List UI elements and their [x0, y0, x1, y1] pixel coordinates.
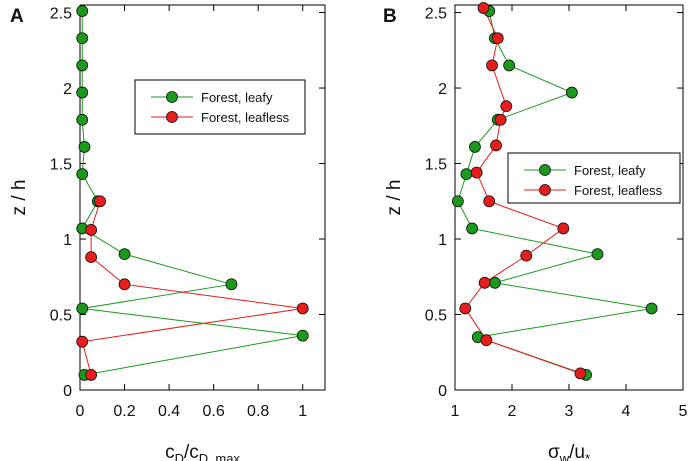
data-point [469, 141, 481, 153]
legend-label: Forest, leafy [201, 90, 273, 105]
legend-label: Forest, leafy [574, 163, 646, 178]
data-point [76, 59, 89, 72]
plot-frame [79, 4, 326, 391]
y-tick-label: 2.5 [50, 6, 72, 23]
y-tick-label: 2 [438, 81, 447, 98]
data-point [477, 2, 490, 14]
x-axis-label-part: σ [548, 442, 560, 461]
x-tick-label: 5 [679, 403, 688, 420]
x-axis-label-part: /c [184, 442, 199, 461]
legend-box [507, 152, 681, 204]
legend: Forest, leafy Forest, leafless [507, 152, 681, 204]
x-tick-label: 0.2 [113, 403, 135, 420]
y-tick-label: 0 [438, 383, 447, 400]
data-point [480, 334, 493, 347]
series-line-0 [81, 11, 303, 376]
y-tick-label: 0 [63, 383, 72, 400]
data-point [490, 139, 502, 152]
y-tick-label: 1 [63, 232, 72, 249]
data-point [85, 369, 98, 381]
series-line-0 [457, 10, 652, 376]
legend: Forest, leafy Forest, leafless [134, 79, 306, 135]
y-tick-label: 2 [63, 81, 72, 98]
y-axis-label: z / h [9, 180, 30, 216]
x-axis-label-subscript: w [559, 451, 570, 461]
x-tick-label: 0.8 [247, 403, 269, 420]
data-point [591, 248, 604, 261]
x-axis-label-subscript: D, max [199, 451, 241, 461]
y-tick-label: 0.5 [425, 308, 447, 325]
x-axis-label: cD/cD, max [165, 442, 240, 461]
panel-label: B [383, 6, 397, 27]
x-tick-label: 4 [622, 403, 631, 420]
data-point [483, 195, 496, 208]
data-point [574, 367, 587, 380]
legend-marker [166, 111, 178, 123]
series-line-1 [81, 201, 303, 376]
data-point [466, 222, 479, 235]
legend-marker [539, 184, 551, 196]
data-point [118, 248, 131, 261]
data-point [491, 32, 504, 45]
data-point [76, 113, 89, 126]
data-point [478, 276, 491, 289]
y-tick-label: 1 [438, 232, 447, 249]
x-axis-label-part: c [165, 442, 175, 461]
x-axis-label-part: /u [569, 442, 585, 461]
data-point [78, 141, 91, 153]
x-tick-label: 2 [508, 403, 517, 420]
data-point [500, 100, 513, 113]
data-point [225, 278, 238, 291]
data-point [488, 276, 501, 289]
x-axis-label-subscript: D [175, 451, 184, 461]
data-point [565, 86, 578, 99]
x-axis-label: σw/u* [548, 442, 590, 461]
legend-marker [166, 91, 178, 103]
x-tick-label: 0.4 [158, 403, 180, 420]
data-point [118, 278, 131, 291]
data-point [557, 222, 570, 235]
data-point [76, 335, 89, 348]
x-tick-label: 1 [451, 403, 460, 420]
y-tick-label: 1.5 [425, 157, 447, 174]
data-point [76, 168, 89, 180]
y-axis-label: z / h [384, 180, 405, 216]
legend-label: Forest, leafless [574, 183, 663, 198]
x-tick-label: 0.6 [203, 403, 225, 420]
data-point [486, 59, 498, 72]
data-point [296, 329, 309, 342]
data-point [76, 32, 89, 45]
data-point [451, 195, 464, 208]
x-tick-label: 0 [76, 403, 85, 420]
data-point [460, 168, 473, 180]
y-tick-label: 2.5 [425, 6, 447, 23]
x-axis-label-subscript: * [585, 451, 590, 461]
data-point [85, 224, 98, 236]
x-tick-label: 1 [298, 403, 307, 420]
y-tick-label: 1.5 [50, 157, 72, 174]
data-point [645, 302, 658, 315]
panel-label: A [10, 6, 24, 27]
data-point [76, 302, 89, 315]
x-tick-label: 3 [565, 403, 574, 420]
data-point [503, 59, 516, 72]
data-point [494, 113, 507, 126]
data-point [520, 249, 533, 262]
y-tick-label: 0.5 [50, 308, 72, 325]
data-point [76, 5, 89, 17]
data-point [470, 166, 483, 179]
data-point [459, 302, 472, 315]
data-point [85, 251, 98, 264]
legend-box [134, 79, 306, 135]
data-point [296, 302, 309, 315]
legend-marker [539, 164, 551, 176]
data-point [94, 195, 106, 208]
legend-label: Forest, leafless [201, 110, 290, 125]
data-point [76, 86, 89, 99]
